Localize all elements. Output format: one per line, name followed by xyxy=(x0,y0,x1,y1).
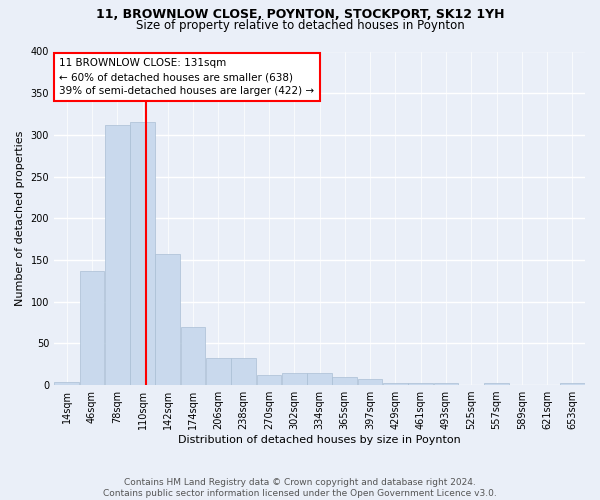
Bar xyxy=(484,382,509,385)
Bar xyxy=(105,125,130,385)
Y-axis label: Number of detached properties: Number of detached properties xyxy=(15,130,25,306)
Bar xyxy=(332,376,357,385)
Text: Contains HM Land Registry data © Crown copyright and database right 2024.
Contai: Contains HM Land Registry data © Crown c… xyxy=(103,478,497,498)
Bar xyxy=(206,358,231,385)
Bar xyxy=(130,122,155,385)
Bar xyxy=(80,271,104,385)
Bar xyxy=(231,358,256,385)
Bar xyxy=(560,382,585,385)
X-axis label: Distribution of detached houses by size in Poynton: Distribution of detached houses by size … xyxy=(178,435,461,445)
Bar xyxy=(155,254,180,385)
Bar xyxy=(358,379,382,385)
Bar xyxy=(434,382,458,385)
Bar xyxy=(181,326,205,385)
Bar xyxy=(257,375,281,385)
Bar xyxy=(282,372,307,385)
Bar xyxy=(307,372,332,385)
Bar xyxy=(54,382,79,385)
Bar xyxy=(408,382,433,385)
Bar xyxy=(383,382,408,385)
Text: Size of property relative to detached houses in Poynton: Size of property relative to detached ho… xyxy=(136,18,464,32)
Text: 11 BROWNLOW CLOSE: 131sqm
← 60% of detached houses are smaller (638)
39% of semi: 11 BROWNLOW CLOSE: 131sqm ← 60% of detac… xyxy=(59,58,314,96)
Text: 11, BROWNLOW CLOSE, POYNTON, STOCKPORT, SK12 1YH: 11, BROWNLOW CLOSE, POYNTON, STOCKPORT, … xyxy=(96,8,504,20)
